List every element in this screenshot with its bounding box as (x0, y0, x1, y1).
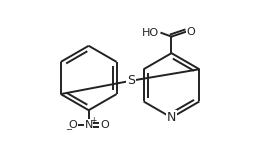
Text: +: + (90, 116, 96, 125)
Text: O: O (69, 120, 77, 130)
Text: N: N (167, 111, 176, 124)
Text: HO: HO (141, 28, 159, 38)
Text: O: O (100, 120, 109, 130)
Text: −: − (66, 125, 73, 134)
Text: N: N (84, 120, 93, 130)
Text: S: S (127, 74, 135, 87)
Text: O: O (186, 27, 195, 37)
